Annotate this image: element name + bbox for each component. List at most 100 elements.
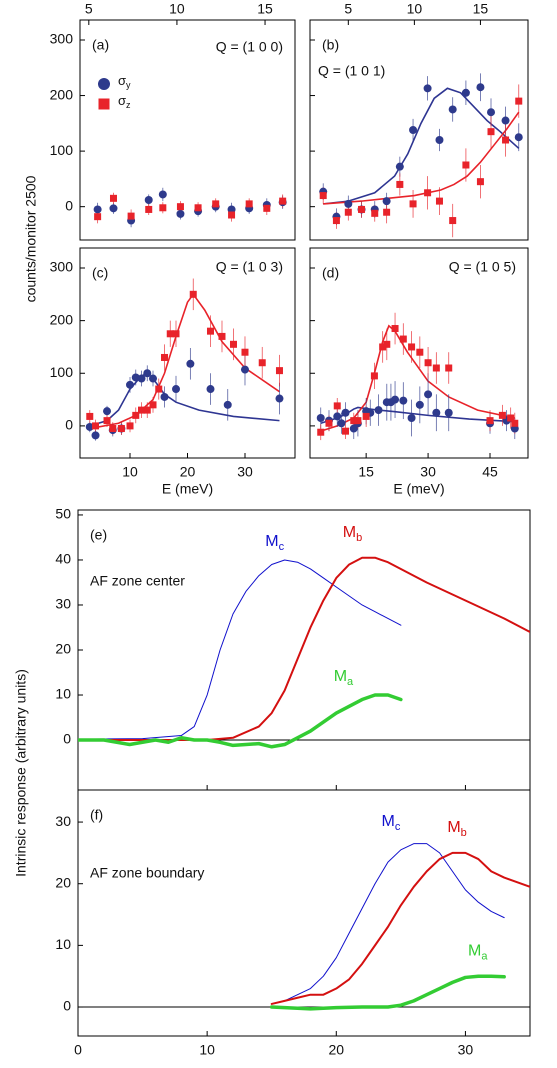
- y-tick-label: 300: [50, 31, 74, 47]
- panel-annotation: Q = (1 0 5): [449, 259, 516, 275]
- data-point: [424, 359, 432, 367]
- x-tick-label: 10: [122, 464, 138, 480]
- data-point: [279, 197, 287, 205]
- data-point: [92, 422, 100, 430]
- data-point: [176, 203, 184, 211]
- data-point: [350, 417, 358, 425]
- data-point: [145, 205, 153, 213]
- data-point: [362, 412, 370, 420]
- data-point: [487, 128, 495, 136]
- y-tick-label: 0: [65, 417, 73, 433]
- data-point: [143, 369, 152, 378]
- data-point: [240, 365, 249, 374]
- data-point: [383, 340, 391, 348]
- data-point: [449, 217, 457, 225]
- data-point: [228, 211, 236, 219]
- data-point: [476, 83, 485, 92]
- curve-label: Mb: [343, 524, 362, 544]
- data-point: [341, 408, 350, 417]
- data-point: [319, 192, 327, 200]
- data-point: [435, 136, 444, 144]
- response-curve: [270, 851, 530, 1005]
- y-axis-label: counts/monitor 2500: [23, 175, 39, 302]
- response-curve: [78, 559, 402, 740]
- x-tick-label: 15: [473, 1, 489, 17]
- curve-label: Ma: [334, 668, 354, 688]
- data-point: [461, 88, 470, 97]
- curve-label: Mc: [265, 533, 284, 553]
- data-point: [212, 200, 220, 208]
- data-point: [370, 372, 378, 380]
- plot-area: [319, 73, 523, 238]
- data-point: [462, 161, 470, 169]
- x-tick-label: 5: [85, 1, 93, 17]
- data-point: [487, 108, 496, 117]
- data-point: [476, 178, 484, 186]
- plot-frame: [77, 509, 531, 791]
- y-tick-label: 20: [55, 874, 71, 890]
- curve-label: Ma: [468, 943, 488, 963]
- data-point: [176, 209, 185, 218]
- panel-label: (e): [90, 527, 107, 543]
- data-point: [206, 385, 215, 394]
- data-point: [86, 412, 94, 420]
- legend-marker: [98, 98, 110, 110]
- data-point: [316, 414, 325, 422]
- y-tick-label: 100: [50, 142, 74, 158]
- y-tick-label: 30: [55, 813, 71, 829]
- data-point: [149, 401, 157, 409]
- data-point: [354, 417, 362, 425]
- curve-label: Mb: [447, 819, 466, 839]
- data-point: [337, 419, 346, 428]
- y-tick-label: 0: [63, 731, 71, 747]
- plot-frame: [309, 19, 529, 241]
- data-point: [408, 343, 416, 351]
- data-point: [117, 425, 125, 433]
- y-tick-label: 200: [50, 86, 74, 102]
- panel-label: (b): [322, 37, 339, 53]
- legend-label: σz: [118, 93, 131, 110]
- fit-curve: [89, 292, 280, 430]
- data-point: [186, 359, 195, 368]
- data-point: [379, 343, 387, 351]
- data-point: [258, 359, 266, 367]
- data-point: [382, 197, 391, 206]
- fit-curve: [320, 406, 515, 425]
- data-point: [275, 394, 284, 403]
- data-point: [415, 400, 424, 409]
- data-point: [374, 406, 383, 415]
- plot-area: [85, 278, 284, 441]
- x-tick-label: 45: [482, 464, 498, 480]
- data-point: [498, 411, 506, 419]
- fit-curve: [323, 111, 520, 205]
- panel-annotation: Q = (1 0 1): [318, 63, 385, 79]
- data-point: [85, 422, 94, 431]
- y-tick-label: 0: [63, 998, 71, 1014]
- x-tick-label: 10: [407, 1, 423, 17]
- data-point: [144, 196, 153, 204]
- data-point: [172, 330, 180, 338]
- response-curve: [271, 843, 505, 1005]
- data-point: [396, 180, 404, 188]
- plot-area: [316, 312, 519, 441]
- data-point: [126, 380, 135, 389]
- data-point: [160, 392, 169, 401]
- data-point: [407, 414, 416, 422]
- response-curve: [269, 974, 506, 1011]
- y-tick-label: 0: [65, 197, 73, 213]
- data-point: [502, 136, 510, 144]
- data-point: [435, 197, 443, 205]
- legend-marker: [98, 78, 110, 90]
- data-point: [399, 396, 408, 405]
- x-tick-label: 20: [328, 1042, 344, 1058]
- panel-annotation: Q = (1 0 3): [216, 259, 283, 275]
- data-point: [194, 204, 202, 212]
- data-point: [229, 340, 237, 348]
- data-point: [486, 417, 494, 425]
- plot-frame: [77, 789, 531, 1037]
- x-tick-label: 30: [237, 464, 253, 480]
- x-axis-label: E (meV): [393, 481, 444, 497]
- data-point: [94, 213, 102, 221]
- data-point: [159, 204, 167, 212]
